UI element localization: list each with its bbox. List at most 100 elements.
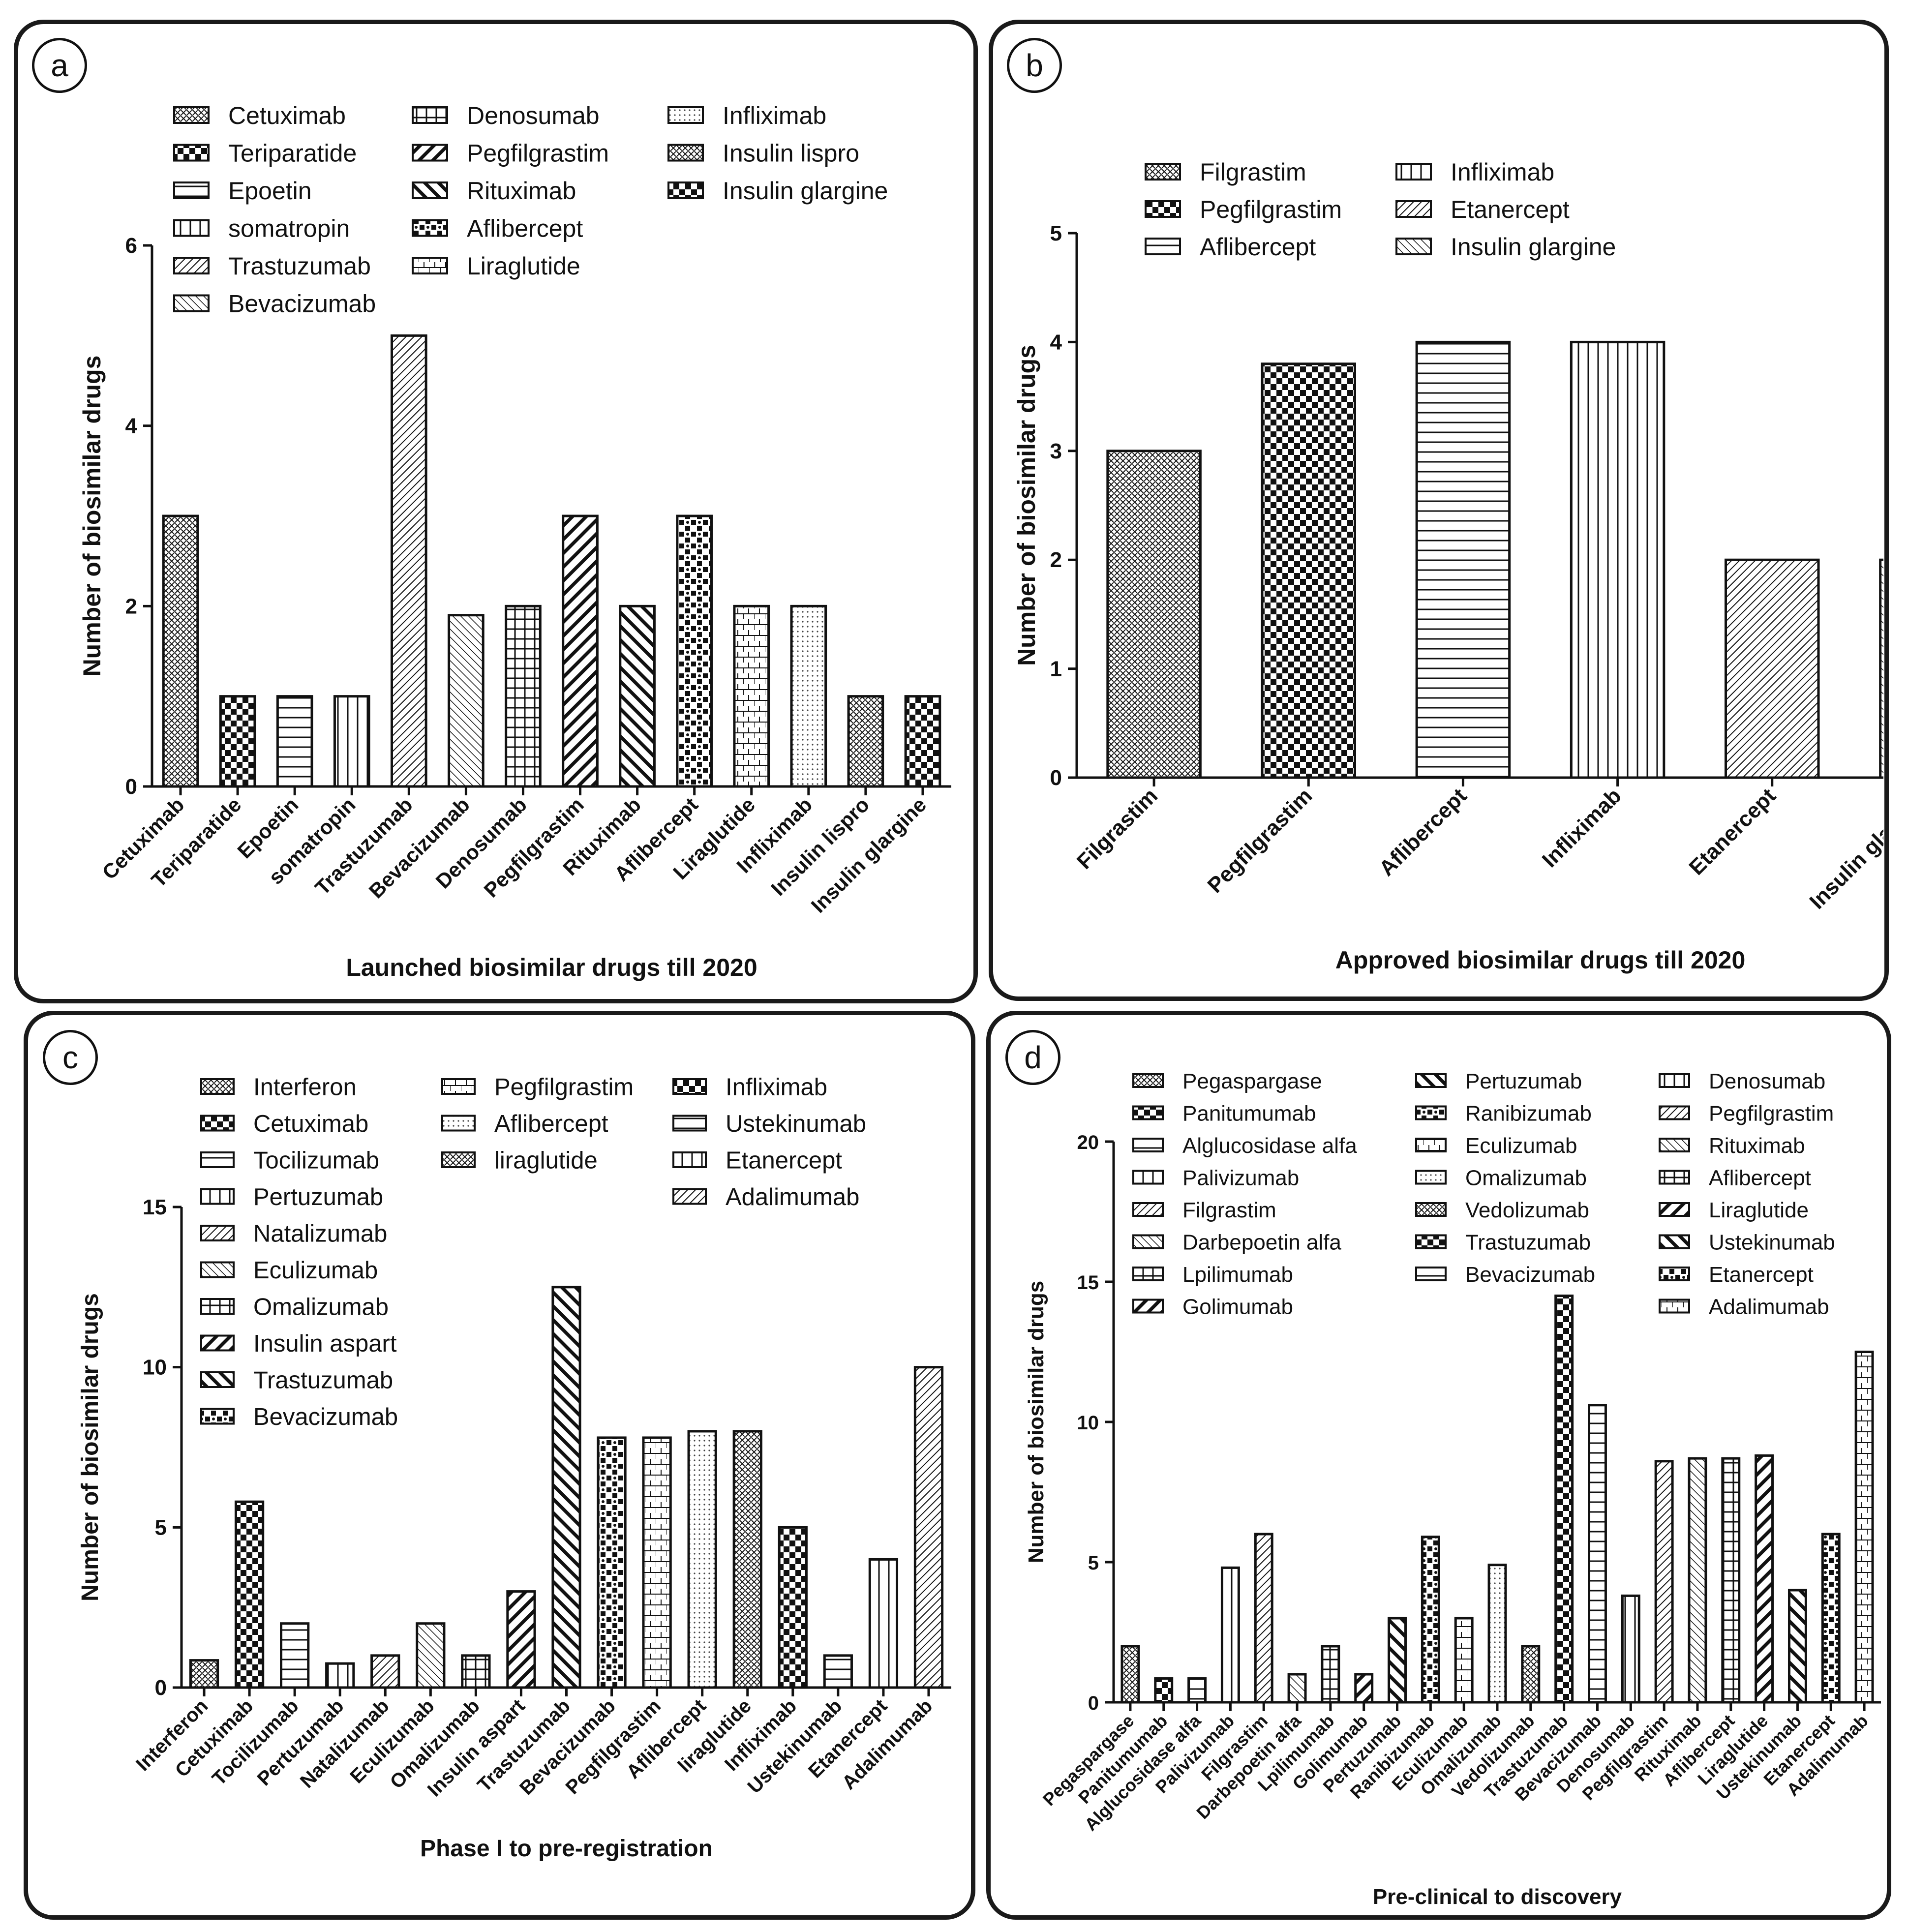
bar-omalizumab (461, 1654, 491, 1689)
legend-swatch (1659, 1170, 1690, 1185)
panel-a: a 0 2 4 6 Cetuximab Teriparatide Epoetin somatr… (14, 20, 978, 1003)
legend-swatch (1132, 1073, 1164, 1088)
x-tick-label: Bevacizumab (364, 793, 474, 903)
bar-rituximab (619, 604, 656, 788)
legend-swatch (1132, 1170, 1164, 1185)
legend-swatch (667, 144, 704, 162)
legend-swatch (441, 1115, 476, 1132)
bar-ustekinumab (823, 1654, 853, 1689)
legend-label: Palivizumab (1182, 1166, 1299, 1190)
bar-liraglutide (732, 1430, 762, 1689)
bar-pegfilgrastim (642, 1436, 672, 1689)
bar-insulin-aspart (506, 1590, 536, 1689)
bar-epoetin (276, 695, 313, 788)
bar-liraglutide (733, 604, 770, 788)
legend-swatch (200, 1371, 235, 1388)
legend-label: Insulin glargine (1451, 233, 1616, 261)
bar-ustekinumab (1787, 1589, 1807, 1704)
bar-bevacizumab (597, 1436, 627, 1689)
y-tick-label: 6 (125, 234, 137, 258)
y-tick-label: 1 (1050, 657, 1062, 681)
bar-lpilimumab (1321, 1645, 1340, 1704)
legend-label: Panitumumab (1182, 1101, 1316, 1125)
legend-label: Denosumab (1709, 1069, 1825, 1093)
y-tick-label: 0 (155, 1676, 167, 1700)
legend-swatch (1659, 1073, 1690, 1088)
y-axis-label: Number of biosimilar drugs (1024, 1281, 1048, 1564)
y-tick-label: 10 (143, 1356, 167, 1380)
y-tick-label: 10 (1077, 1412, 1099, 1434)
legend-label: Lpilimumab (1182, 1263, 1293, 1287)
legend-label: Bevacizumab (228, 290, 376, 318)
y-tick-label: 5 (1088, 1552, 1099, 1574)
panel-c-label: c (43, 1030, 98, 1085)
y-tick-label: 15 (1077, 1272, 1099, 1294)
legend-swatch (1145, 200, 1181, 218)
legend-swatch (412, 144, 448, 162)
legend-swatch (200, 1151, 235, 1168)
legend-swatch (1659, 1105, 1690, 1120)
legend-label: Infliximab (1451, 158, 1554, 186)
bar-denosumab (1621, 1594, 1640, 1704)
legend-label: Aflibercept (1709, 1166, 1811, 1190)
bar-pegfilgrastim (1261, 362, 1356, 779)
legend-swatch (1132, 1138, 1164, 1152)
legend-swatch (667, 181, 704, 199)
legend-swatch (200, 1298, 235, 1315)
y-tick-label: 5 (1050, 221, 1062, 245)
bar-palivizumab (1220, 1566, 1240, 1704)
legend-label: Infliximab (726, 1074, 827, 1101)
legend-swatch (200, 1115, 235, 1132)
y-tick-label: 4 (1050, 330, 1062, 354)
legend-label: Etanercept (726, 1147, 842, 1174)
legend-swatch (1415, 1267, 1447, 1281)
legend-swatch (1145, 163, 1181, 181)
legend-label: Rituximab (1709, 1134, 1805, 1158)
bar-interferon (189, 1659, 219, 1689)
legend-swatch (200, 1225, 235, 1241)
bar-ranibizumab (1421, 1536, 1440, 1704)
legend-label: Liraglutide (1709, 1198, 1809, 1222)
legend-label: Trastuzumab (228, 252, 371, 280)
legend-swatch (1395, 200, 1432, 218)
legend-swatch (412, 106, 448, 124)
bar-aflibercept (676, 514, 713, 788)
bar-denosumab (505, 604, 542, 788)
bar-bevacizumab (1588, 1404, 1607, 1704)
bar-infliximab (790, 604, 827, 788)
x-axis-label: Launched biosimilar drugs till 2020 (346, 954, 757, 981)
legend-label: Darbepoetin alfa (1182, 1230, 1341, 1254)
panel-b: b 0 1 2 3 4 5 Filgrastim Pegfilgrastim Afliberce… (989, 20, 1889, 1001)
legend-label: Filgrastim (1200, 158, 1306, 186)
panel-a-label: a (32, 38, 87, 93)
x-tick-label: Infliximab (1538, 784, 1626, 872)
legend-label: Denosumab (467, 102, 600, 129)
y-tick-label: 20 (1077, 1132, 1099, 1153)
legend-swatch (672, 1078, 707, 1095)
bar-etanercept (868, 1558, 899, 1689)
legend-label: Pegfilgrastim (1709, 1101, 1834, 1125)
legend-label: Filgrastim (1182, 1198, 1276, 1222)
legend-label: Insulin lispro (723, 140, 859, 167)
legend-swatch (1415, 1138, 1447, 1152)
legend-label: Insulin glargine (723, 177, 888, 205)
legend-swatch (1132, 1267, 1164, 1281)
x-tick-label: Aflibercept (1374, 784, 1471, 880)
legend-swatch (441, 1078, 476, 1095)
legend-swatch (1132, 1202, 1164, 1217)
bar-filgrastim (1106, 450, 1202, 779)
legend-label: Teriparatide (228, 140, 357, 167)
x-axis-label: Approved biosimilar drugs till 2020 (1335, 946, 1746, 974)
legend-swatch (173, 257, 210, 274)
bar-trastuzumab (551, 1286, 581, 1689)
legend-swatch (412, 181, 448, 199)
bar-eculizumab (1454, 1617, 1474, 1704)
legend-swatch (1415, 1073, 1447, 1088)
bar-etanercept (1821, 1533, 1841, 1704)
x-axis-label: Pre-clinical to discovery (1373, 1885, 1622, 1909)
legend-swatch (1145, 238, 1181, 255)
bar-trastuzumab (1554, 1295, 1574, 1704)
legend-swatch (672, 1151, 707, 1168)
legend-swatch (1415, 1202, 1447, 1217)
legend-label: Etanercept (1709, 1263, 1814, 1287)
